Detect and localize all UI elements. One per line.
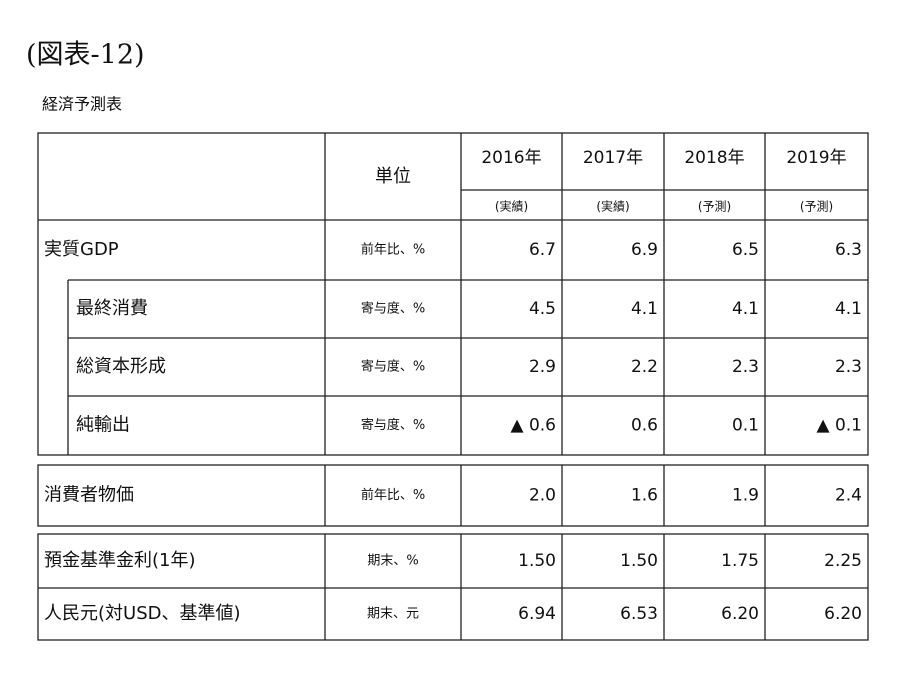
year-note: (予測) <box>698 200 731 214</box>
row-value: 1.6 <box>631 486 658 506</box>
row-value: 6.7 <box>529 240 556 260</box>
row-unit: 寄与度、% <box>361 359 425 375</box>
row-value: 2.9 <box>529 357 556 377</box>
row-label: 人民元(対USD、基準値) <box>44 603 241 624</box>
row-value: 4.1 <box>835 299 862 319</box>
page-title: (図表-12) <box>26 40 145 71</box>
row-label: 預金基準金利(1年) <box>44 550 196 571</box>
row-unit: 期末、% <box>367 554 418 569</box>
row-value: 6.3 <box>835 240 862 260</box>
row-value: 1.75 <box>721 551 759 571</box>
row-label: 総資本形成 <box>76 356 166 377</box>
row-value: 4.1 <box>732 299 759 319</box>
year-note: (予測) <box>800 200 833 214</box>
row-unit: 寄与度、% <box>361 301 425 317</box>
row-value: 6.94 <box>518 604 556 624</box>
row-value: 2.3 <box>732 357 759 377</box>
row-label: 純輸出 <box>76 415 130 436</box>
row-value: 1.50 <box>620 551 658 571</box>
year-note: (実績) <box>596 199 629 214</box>
row-value: 6.9 <box>631 240 658 260</box>
section-frame <box>37 533 869 641</box>
row-value: ▲ 0.6 <box>510 416 556 436</box>
row-value: 1.50 <box>518 551 556 571</box>
row-value: 2.0 <box>529 486 556 506</box>
row-value: 0.1 <box>732 416 759 436</box>
year-header: 2017年 <box>583 148 643 168</box>
row-unit: 前年比、% <box>361 487 425 503</box>
row-value: 2.3 <box>835 357 862 377</box>
row-value: 4.5 <box>529 299 556 319</box>
row-unit: 前年比、% <box>361 242 425 258</box>
section-frame <box>37 132 869 456</box>
row-label: 最終消費 <box>76 298 148 319</box>
row-value: 6.20 <box>824 604 862 624</box>
row-value: 4.1 <box>631 299 658 319</box>
row-unit: 期末、元 <box>367 607 419 622</box>
table-title: 経済予測表 <box>42 95 122 114</box>
section-frame <box>37 464 869 527</box>
year-header: 2019年 <box>786 148 846 168</box>
row-value: 0.6 <box>631 416 658 436</box>
row-value: 1.9 <box>732 486 759 506</box>
row-value: 2.2 <box>631 357 658 377</box>
row-unit: 寄与度、% <box>361 417 425 433</box>
row-label: 消費者物価 <box>44 485 134 506</box>
year-note: (実績) <box>495 199 528 214</box>
row-value: 2.4 <box>835 486 862 506</box>
row-value: 6.53 <box>620 604 658 624</box>
row-label: 実質GDP <box>44 239 119 260</box>
row-value: 2.25 <box>824 551 862 571</box>
row-value: ▲ 0.1 <box>816 416 862 436</box>
row-value: 6.20 <box>721 604 759 624</box>
year-header: 2018年 <box>684 148 744 168</box>
year-header: 2016年 <box>481 148 541 168</box>
unit-header: 単位 <box>375 166 411 187</box>
row-value: 6.5 <box>732 240 759 260</box>
